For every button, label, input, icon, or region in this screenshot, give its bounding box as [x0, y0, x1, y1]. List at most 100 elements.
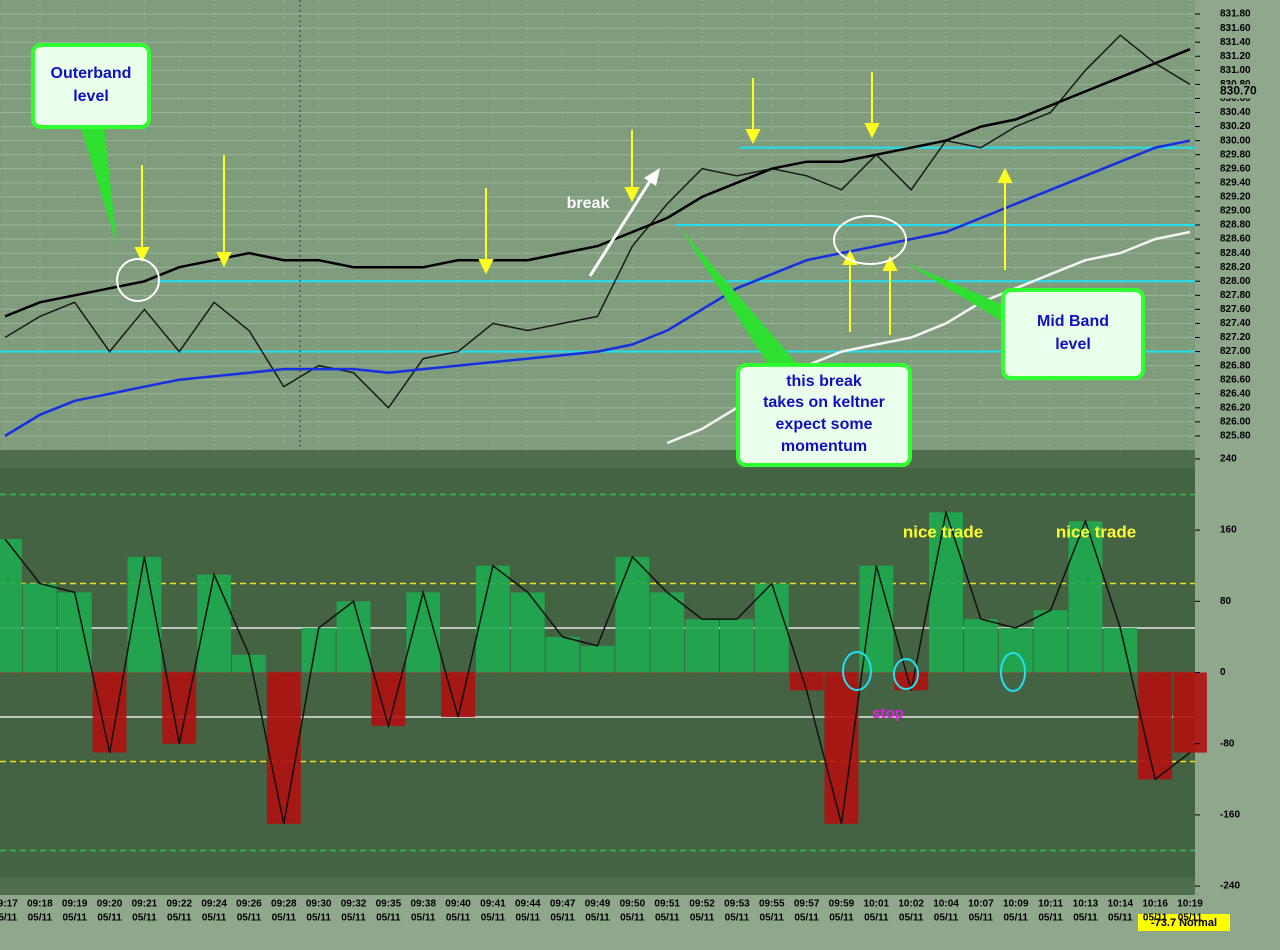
x-date-label: 05/11	[272, 913, 297, 924]
y-tick-label: 0	[1220, 667, 1226, 678]
arrow-head	[864, 123, 880, 139]
arrow-head	[882, 255, 898, 271]
x-tick-label: 09:20	[97, 899, 123, 910]
y-tick-label: 829.20	[1220, 192, 1251, 203]
y-tick-label: 828.20	[1220, 262, 1251, 273]
y-tick-label: 826.20	[1220, 402, 1251, 413]
histogram-bar	[615, 556, 650, 673]
callout-pointer	[80, 125, 117, 245]
histogram-bar	[266, 672, 301, 824]
histogram-bar	[336, 601, 371, 673]
status-box	[1138, 914, 1230, 931]
x-date-label: 05/11	[411, 913, 436, 924]
y-tick-label: 828.80	[1220, 220, 1251, 231]
signal-circle	[842, 651, 872, 691]
y-tick-label: 826.60	[1220, 374, 1251, 385]
y-tick-label: 828.60	[1220, 234, 1251, 245]
histogram-bar	[545, 636, 580, 673]
x-date-label: 05/11	[1003, 913, 1028, 924]
histogram-bar	[1103, 628, 1138, 673]
histogram-bar	[301, 628, 336, 673]
y-tick-label: 825.80	[1220, 431, 1251, 442]
x-date-label: 05/11	[899, 913, 924, 924]
x-date-label: 05/11	[655, 913, 680, 924]
histogram-bar	[1033, 610, 1068, 673]
histogram-bar	[127, 556, 162, 673]
y-tick-label: 826.40	[1220, 388, 1251, 399]
x-tick-label: 09:40	[445, 899, 471, 910]
signal-circle	[1000, 652, 1026, 692]
x-tick-label: 09:44	[515, 899, 541, 910]
y-tick-label: 827.00	[1220, 346, 1251, 357]
histogram-bar	[824, 672, 859, 824]
histogram-bar	[754, 583, 789, 673]
arrow-head	[134, 247, 150, 263]
x-tick-label: 09:24	[201, 899, 227, 910]
x-date-label: 05/11	[829, 913, 854, 924]
callout-pointer	[905, 262, 1003, 322]
x-date-label: 05/11	[376, 913, 401, 924]
callout-text: level	[73, 88, 109, 105]
y-tick-label: 828.40	[1220, 248, 1251, 259]
x-tick-label: 09:57	[794, 899, 820, 910]
x-tick-label: 09:53	[724, 899, 750, 910]
x-tick-label: 09:32	[341, 899, 367, 910]
histogram-bar	[929, 512, 963, 673]
x-tick-label: 09:52	[689, 899, 715, 910]
x-date-label: 05/11	[306, 913, 331, 924]
y-tick-label: 831.40	[1220, 37, 1251, 48]
x-date-label: 05/11	[1143, 913, 1168, 924]
callout-text: Mid Band	[1037, 313, 1109, 330]
arrow-head	[216, 252, 232, 268]
x-tick-label: 09:41	[480, 899, 506, 910]
callout-text: level	[1055, 336, 1091, 353]
highlight-ellipse	[116, 258, 160, 302]
histogram-bar	[441, 672, 476, 717]
x-tick-label: 09:49	[585, 899, 611, 910]
callout-text: momentum	[781, 438, 867, 455]
callout-pointer	[680, 228, 800, 367]
x-date-label: 05/11	[760, 913, 785, 924]
histogram-bar	[197, 574, 232, 673]
y-tick-label: 829.60	[1220, 163, 1251, 174]
x-tick-label: 10:07	[968, 899, 994, 910]
x-date-label: 05/11	[0, 913, 18, 924]
x-tick-label: 09:47	[550, 899, 576, 910]
y-tick-label: 826.80	[1220, 360, 1251, 371]
y-tick-label: 80	[1220, 596, 1232, 607]
callout-box	[31, 43, 151, 129]
histogram-bar	[476, 565, 510, 673]
highlight-ellipse	[833, 215, 907, 265]
histogram-bar	[1138, 672, 1173, 780]
y-tick-label: 160	[1220, 525, 1237, 536]
y-tick-label: 831.80	[1220, 9, 1251, 20]
x-tick-label: 10:19	[1177, 899, 1203, 910]
y-tick-label: 831.60	[1220, 23, 1251, 34]
callout-text: this break	[786, 373, 862, 390]
y-tick-label: 831.20	[1220, 51, 1251, 62]
histogram-bar	[894, 672, 929, 691]
arrows	[134, 72, 1013, 335]
x-date-label: 05/11	[481, 913, 506, 924]
series-line	[4, 139, 1191, 437]
note: break	[567, 195, 610, 212]
x-tick-label: 09:19	[62, 899, 88, 910]
arrow-head	[997, 167, 1013, 183]
histogram-bar	[963, 619, 998, 673]
y-tick-label: -160	[1220, 810, 1240, 821]
indicator-line	[4, 509, 1191, 824]
x-date-label: 05/11	[690, 913, 715, 924]
x-tick-label: 09:35	[376, 899, 402, 910]
x-tick-label: 10:13	[1073, 899, 1099, 910]
x-date-label: 05/11	[794, 913, 819, 924]
x-date-label: 05/11	[97, 913, 122, 924]
y-tick-label: 828.00	[1220, 276, 1251, 287]
histogram-bar	[232, 654, 266, 673]
y-tick-label: 830.20	[1220, 121, 1251, 132]
x-date-label: 05/11	[516, 913, 541, 924]
y-tick-label: 829.00	[1220, 206, 1251, 217]
note: nice trade	[1056, 522, 1136, 541]
histogram-bar	[719, 619, 754, 673]
callout-box	[736, 363, 912, 467]
